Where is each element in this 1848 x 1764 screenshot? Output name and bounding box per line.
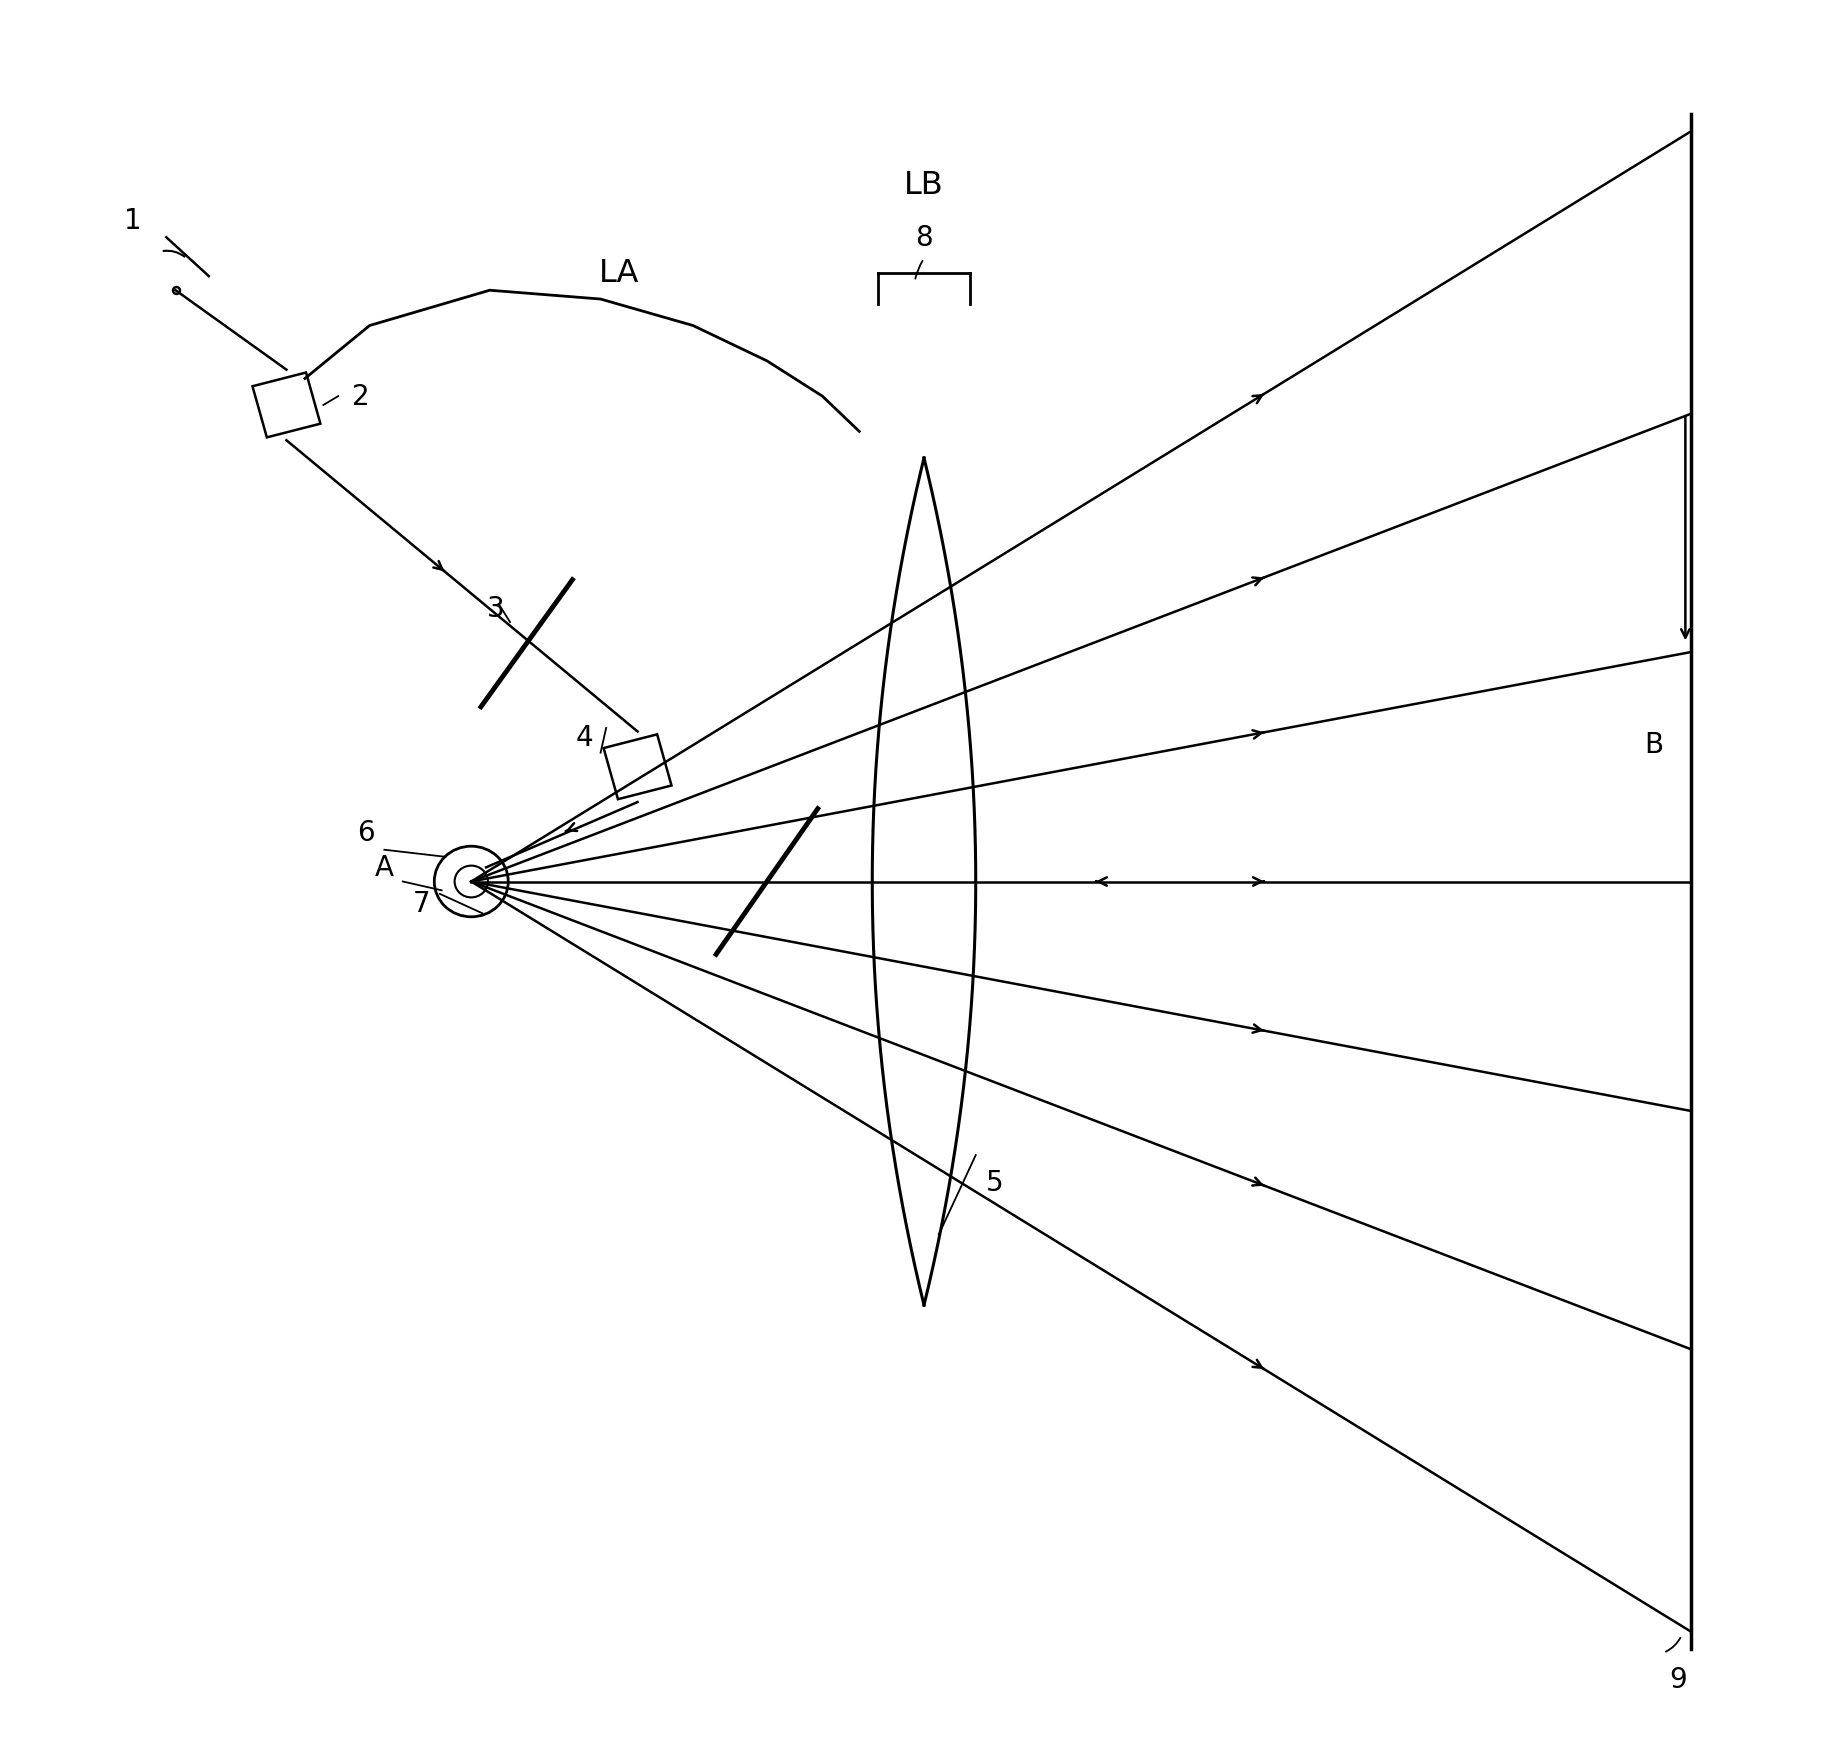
Text: LB: LB xyxy=(904,169,944,201)
Text: A: A xyxy=(375,854,394,882)
Text: 3: 3 xyxy=(486,594,505,623)
Text: 1: 1 xyxy=(124,206,142,235)
Text: 9: 9 xyxy=(1669,1665,1687,1693)
Text: 2: 2 xyxy=(351,383,370,411)
Text: 8: 8 xyxy=(915,224,933,252)
Text: 7: 7 xyxy=(412,889,431,917)
Text: 6: 6 xyxy=(357,818,375,847)
Text: 4: 4 xyxy=(575,723,593,751)
Text: B: B xyxy=(1645,730,1663,759)
Text: LA: LA xyxy=(599,258,639,289)
Text: 5: 5 xyxy=(985,1168,1003,1196)
